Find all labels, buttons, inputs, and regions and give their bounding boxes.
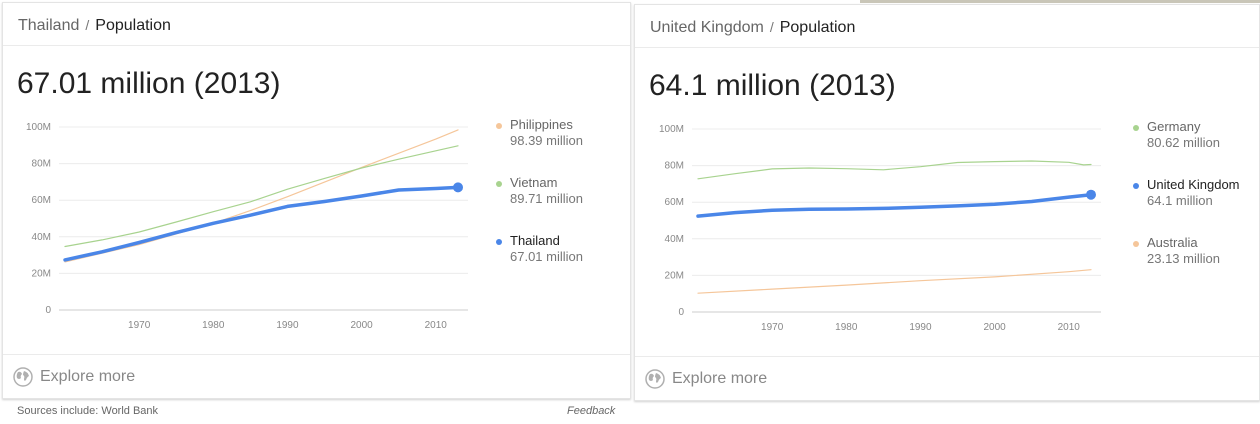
x-tick-label: 1980 bbox=[202, 320, 225, 331]
series-line-australia[interactable] bbox=[697, 269, 1092, 294]
header-divider bbox=[635, 47, 1259, 48]
population-card-thailand: Thailand / Population 67.01 million (2013)… bbox=[2, 2, 631, 399]
breadcrumb-separator: / bbox=[769, 19, 774, 35]
y-tick-label: 20M bbox=[665, 270, 684, 281]
x-tick-label: 2010 bbox=[1058, 322, 1081, 333]
population-chart[interactable]: 0 20M 40M 60M 80M 100M 1970 1980 1990 2000 2010 bbox=[635, 5, 1260, 345]
breadcrumb-parent[interactable]: Thailand bbox=[18, 17, 80, 34]
header-divider bbox=[3, 45, 630, 46]
breadcrumb-separator: / bbox=[85, 17, 90, 33]
population-card-united-kingdom: United Kingdom / Population 64.1 million (… bbox=[634, 4, 1260, 401]
x-tick-label: 2000 bbox=[350, 320, 373, 331]
headline-value: 64.1 million (2013) bbox=[649, 69, 896, 102]
y-tick-label: 20M bbox=[32, 268, 51, 279]
breadcrumb-current: Population bbox=[779, 19, 856, 36]
series-endpoint-united-kingdom[interactable] bbox=[1086, 189, 1096, 200]
headline-value: 67.01 million (2013) bbox=[17, 67, 281, 100]
series-line-germany[interactable] bbox=[697, 160, 1092, 180]
footer-divider bbox=[635, 356, 1259, 357]
legend-value: 80.62 million bbox=[1147, 135, 1220, 150]
series-line-vietnam[interactable] bbox=[64, 145, 459, 248]
series-endpoint-thailand[interactable] bbox=[453, 182, 463, 193]
legend-value: 23.13 million bbox=[1147, 251, 1220, 266]
legend-dot-vietnam bbox=[496, 181, 502, 187]
explore-more-label: Explore more bbox=[40, 368, 136, 385]
legend-item-philippines[interactable]: Philippines 98.39 million bbox=[494, 117, 624, 175]
chart-legend: Germany 80.62 million United Kingdom 64.… bbox=[1131, 119, 1260, 293]
y-tick-label: 60M bbox=[32, 195, 51, 206]
legend-name: Vietnam bbox=[510, 175, 558, 190]
series-line-philippines[interactable] bbox=[64, 129, 459, 263]
chart-legend: Philippines 98.39 million Vietnam 89.71 … bbox=[494, 117, 624, 291]
legend-dot-thailand bbox=[496, 239, 502, 245]
top-edge-line bbox=[860, 0, 1260, 3]
legend-dot-germany bbox=[1133, 125, 1139, 131]
legend-value: 67.01 million bbox=[510, 249, 583, 264]
y-tick-label: 100M bbox=[659, 124, 684, 135]
x-tick-label: 2000 bbox=[983, 322, 1006, 333]
y-tick-label: 0 bbox=[678, 307, 684, 318]
y-tick-label: 0 bbox=[45, 305, 51, 316]
population-chart[interactable]: 0 20M 40M 60M 80M 100M 1970 1980 1990 2000 2010 bbox=[3, 3, 632, 343]
breadcrumb: United Kingdom / Population bbox=[650, 19, 855, 37]
legend-item-thailand[interactable]: Thailand 67.01 million bbox=[494, 233, 624, 291]
legend-dot-philippines bbox=[496, 123, 502, 129]
legend-name: Germany bbox=[1147, 119, 1201, 134]
explore-more-link[interactable]: Explore more bbox=[645, 369, 767, 389]
legend-name: Australia bbox=[1147, 235, 1198, 250]
legend-item-vietnam[interactable]: Vietnam 89.71 million bbox=[494, 175, 624, 233]
globe-icon bbox=[645, 369, 665, 389]
x-tick-label: 1990 bbox=[909, 322, 932, 333]
legend-name: United Kingdom bbox=[1147, 177, 1240, 192]
y-tick-label: 80M bbox=[32, 159, 51, 170]
explore-more-label: Explore more bbox=[672, 370, 768, 387]
legend-name: Thailand bbox=[510, 233, 560, 248]
x-tick-label: 1980 bbox=[835, 322, 858, 333]
x-tick-label: 1970 bbox=[761, 322, 784, 333]
legend-item-australia[interactable]: Australia 23.13 million bbox=[1131, 235, 1260, 293]
legend-dot-australia bbox=[1133, 241, 1139, 247]
x-tick-label: 1970 bbox=[128, 320, 151, 331]
feedback-link[interactable]: Feedback bbox=[567, 405, 616, 417]
sources-note: Sources include: World Bank bbox=[17, 405, 159, 417]
x-tick-label: 1990 bbox=[276, 320, 299, 331]
y-tick-label: 60M bbox=[665, 197, 684, 208]
breadcrumb-current: Population bbox=[95, 17, 171, 34]
series-line-thailand[interactable] bbox=[63, 185, 460, 262]
globe-icon bbox=[13, 367, 33, 387]
breadcrumb: Thailand / Population bbox=[18, 17, 171, 35]
legend-name: Philippines bbox=[510, 117, 573, 132]
legend-value: 98.39 million bbox=[510, 133, 583, 148]
y-tick-label: 100M bbox=[26, 122, 51, 133]
legend-item-united-kingdom[interactable]: United Kingdom 64.1 million bbox=[1131, 177, 1260, 235]
series-line-united-kingdom[interactable] bbox=[696, 192, 1093, 218]
x-tick-label: 2010 bbox=[425, 320, 448, 331]
explore-more-link[interactable]: Explore more bbox=[13, 367, 135, 387]
legend-dot-united-kingdom bbox=[1133, 183, 1139, 189]
y-tick-label: 80M bbox=[665, 161, 684, 172]
legend-value: 64.1 million bbox=[1147, 193, 1213, 208]
footer-divider bbox=[3, 354, 630, 355]
y-tick-label: 40M bbox=[32, 232, 51, 243]
legend-item-germany[interactable]: Germany 80.62 million bbox=[1131, 119, 1260, 177]
breadcrumb-parent[interactable]: United Kingdom bbox=[650, 19, 764, 36]
y-tick-label: 40M bbox=[665, 234, 684, 245]
legend-value: 89.71 million bbox=[510, 191, 583, 206]
